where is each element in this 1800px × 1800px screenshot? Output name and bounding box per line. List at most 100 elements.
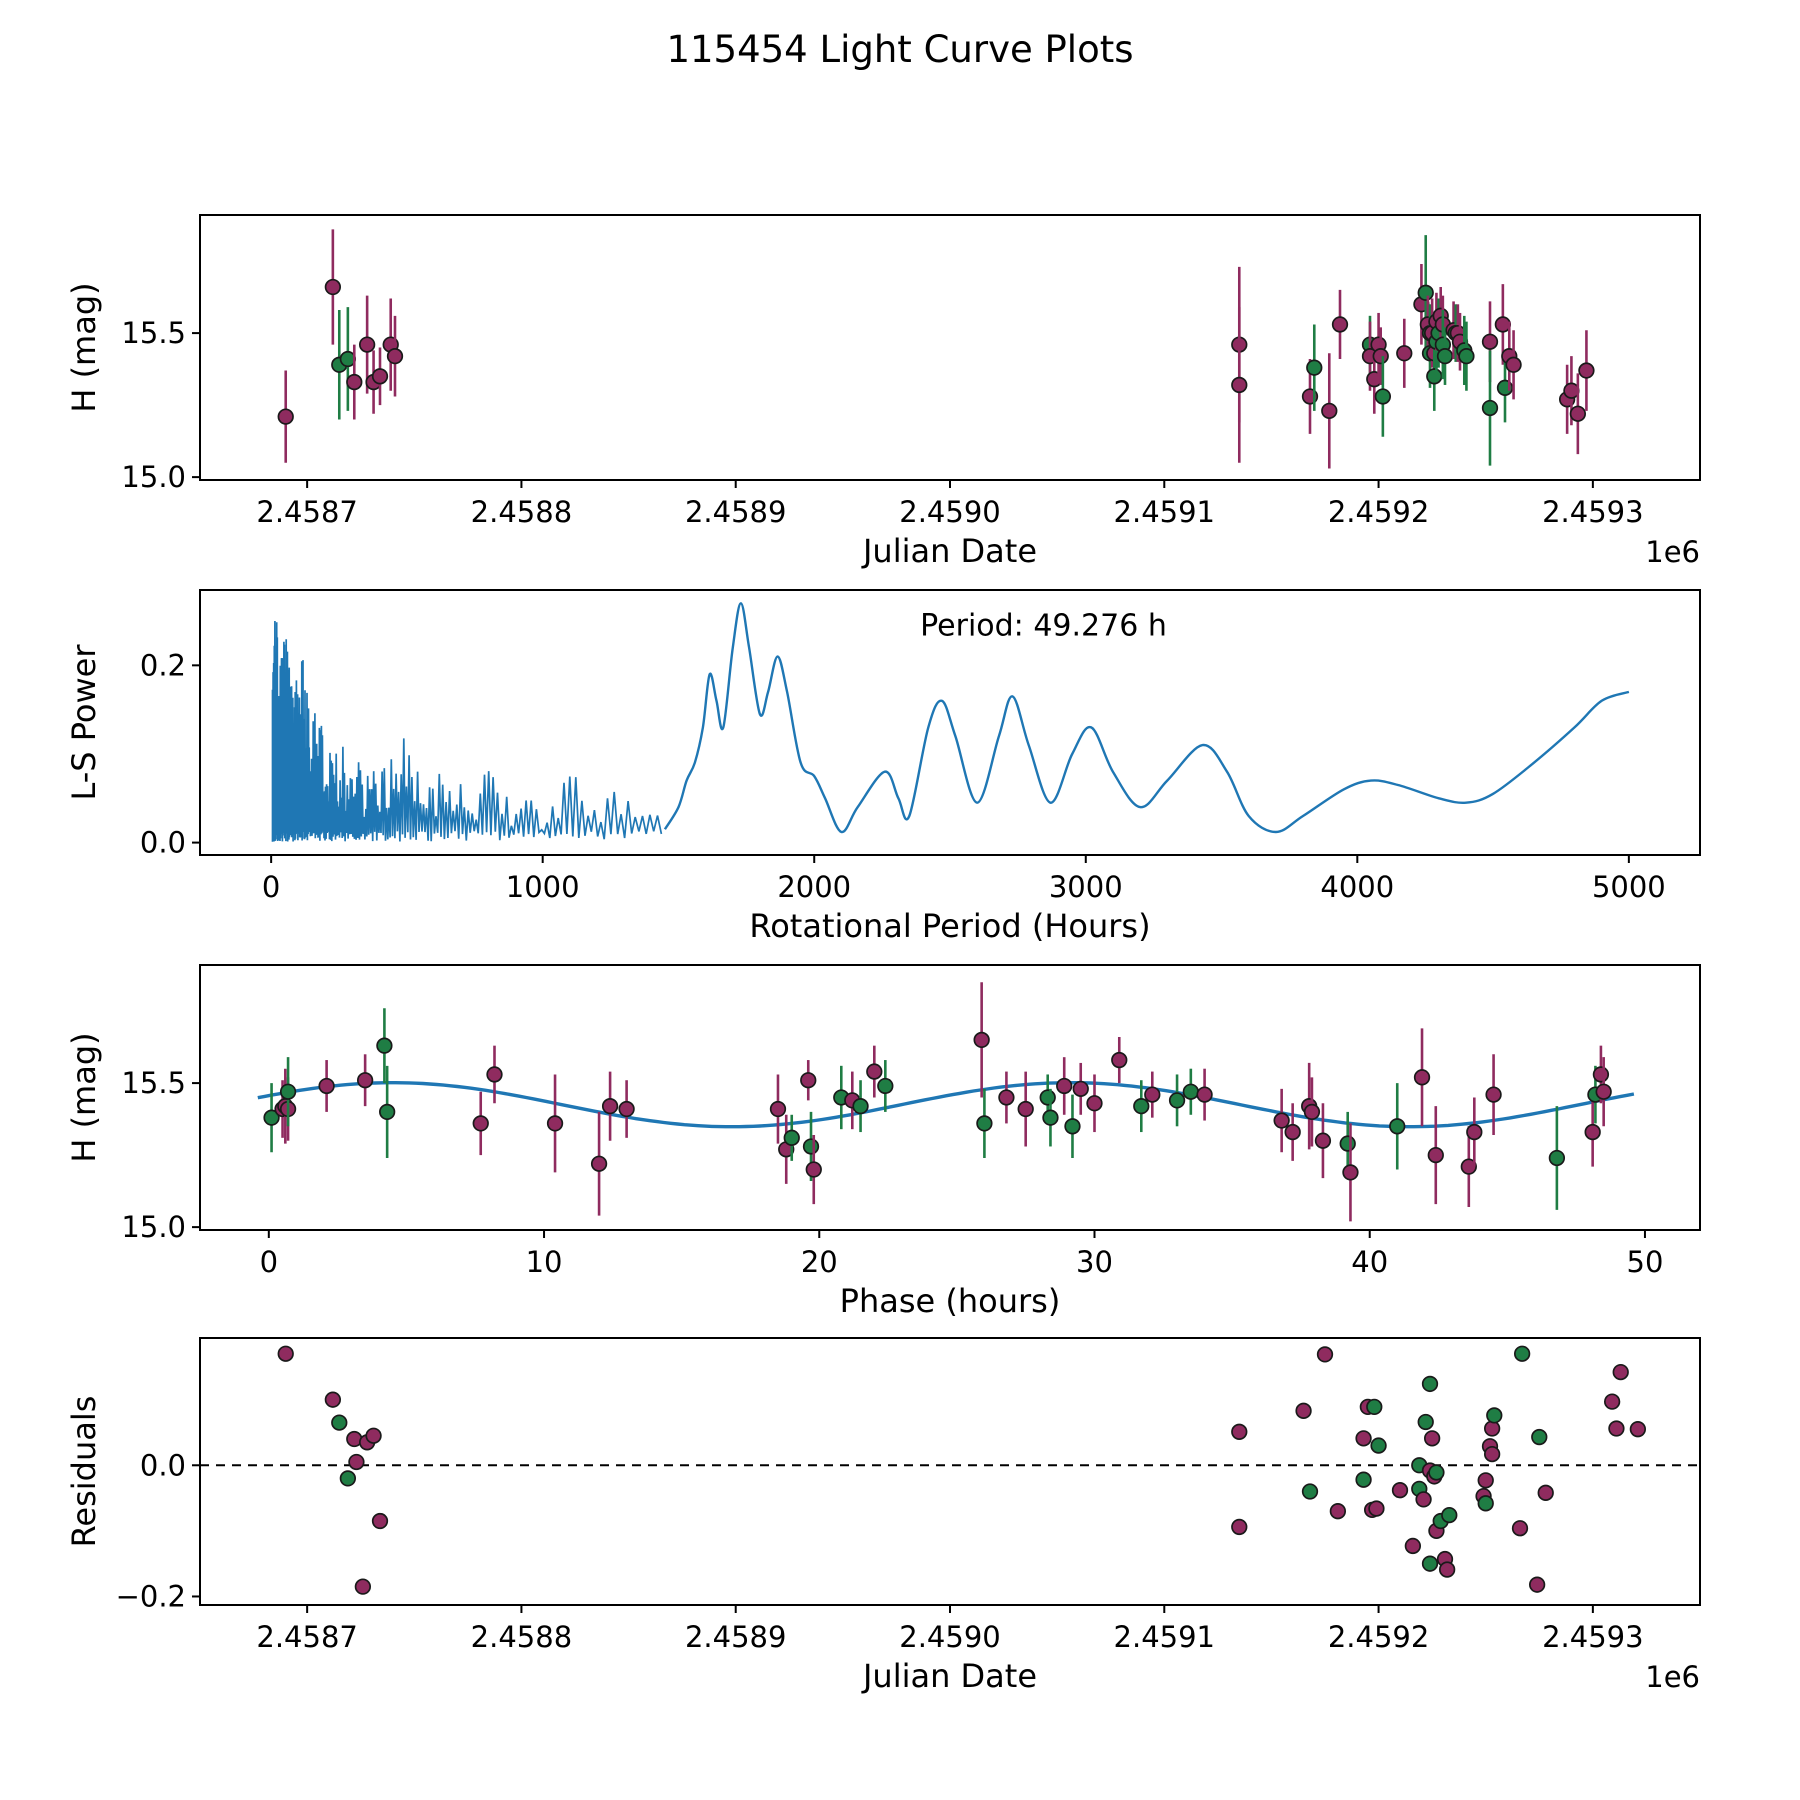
data-point (1273, 1112, 1290, 1129)
x-tick-label: 0 (260, 1245, 278, 1279)
x-tick-label: 40 (1351, 1245, 1388, 1279)
data-point (1421, 1555, 1439, 1572)
data-point (1513, 1345, 1531, 1362)
x-tick-label: 0 (262, 870, 280, 904)
data-point (1417, 1413, 1434, 1431)
x-axis-label: Julian Date (861, 1657, 1037, 1695)
data-point (1303, 1103, 1321, 1121)
data-point (331, 1414, 348, 1431)
data-point (1370, 1437, 1387, 1454)
x-tick-label: 30 (1076, 1245, 1113, 1279)
data-point (1511, 1520, 1529, 1537)
data-point (877, 1077, 894, 1095)
data-point (277, 408, 294, 425)
periodogram-curve (663, 602, 1630, 834)
data-point (1528, 1576, 1546, 1593)
data-point (346, 373, 363, 391)
data-point (1374, 388, 1392, 405)
data-point (1391, 1482, 1409, 1499)
data-point (1427, 1146, 1444, 1164)
data-point (1466, 1123, 1483, 1141)
data-point (1441, 1506, 1458, 1524)
x-tick-label: 10 (526, 1245, 563, 1279)
panel-residuals: 2.4587 2.4588 2.4589 2.4590 2.4591 2.4592 2.45… (65, 1337, 1701, 1695)
model-fit-curve (257, 1081, 1635, 1129)
y-axis-label: L-S Power (65, 644, 103, 801)
panel-phase-curve: 0 10 20 30 40 50 15.0 15.5 Phase (hours) H (mag) (65, 964, 1701, 1320)
data-point (1423, 1430, 1441, 1447)
figure-title: 115454 Light Curve Plots (666, 28, 1134, 71)
x-tick-label: 2.4587 (256, 495, 357, 529)
data-point (376, 1037, 393, 1054)
x-tick-label: 20 (801, 1245, 838, 1279)
data-point (1428, 1464, 1445, 1481)
data-point (1301, 1483, 1319, 1500)
data-point (1355, 1471, 1372, 1488)
data-point (1569, 405, 1587, 422)
data-point (1368, 1500, 1385, 1517)
y-tick-label: 15.0 (121, 1210, 186, 1244)
data-point (1056, 1077, 1073, 1095)
data-point (976, 1115, 993, 1132)
data-point (1133, 1097, 1150, 1115)
data-point (263, 1109, 280, 1126)
data-point (1592, 1066, 1610, 1083)
data-point (1017, 1100, 1034, 1118)
data-point (802, 1138, 820, 1155)
data-point (371, 368, 389, 385)
data-point (386, 347, 404, 365)
data-point (1396, 345, 1413, 362)
data-point (1426, 368, 1443, 385)
data-point (1231, 1423, 1248, 1440)
data-point (1537, 1484, 1554, 1501)
data-point (973, 1031, 990, 1049)
data-point (852, 1097, 869, 1115)
data-point (1477, 1472, 1494, 1489)
data-point (1629, 1421, 1647, 1438)
axes-frame (199, 1337, 1701, 1606)
data-point (1306, 359, 1323, 376)
x-tick-label: 3000 (1049, 870, 1123, 904)
x-tick-label: 2.4589 (685, 495, 786, 529)
axes-frame (199, 214, 1701, 481)
data-point (805, 1161, 822, 1178)
data-point (371, 1512, 389, 1530)
data-point (339, 1470, 357, 1487)
data-point (866, 1063, 883, 1080)
data-point (1196, 1086, 1213, 1103)
x-tick-label: 4000 (1320, 870, 1394, 904)
x-tick-label: 2.4591 (1114, 1620, 1215, 1654)
data-point (324, 1391, 342, 1408)
data-point (279, 1083, 297, 1100)
y-tick-label: 15.5 (121, 316, 186, 350)
x-tick-label: 2.4588 (471, 495, 572, 529)
data-point (1042, 1109, 1059, 1126)
periodogram-noise-region (271, 620, 663, 842)
data-point (1438, 1561, 1456, 1578)
data-point (1329, 1503, 1347, 1520)
data-point (601, 1097, 619, 1115)
data-point (1481, 333, 1499, 350)
x-tick-label: 2.4590 (899, 1620, 1000, 1654)
data-point (1563, 382, 1580, 399)
x-axis-offset-label: 1e6 (1645, 535, 1700, 569)
data-point (1339, 1135, 1356, 1152)
data-point (769, 1100, 787, 1118)
x-tick-label: 2000 (777, 870, 851, 904)
data-point (1064, 1118, 1081, 1135)
x-tick-label: 50 (1627, 1245, 1664, 1279)
data-point (1436, 347, 1454, 365)
x-tick-label: 2.4592 (1328, 495, 1429, 529)
x-tick-label: 2.4589 (685, 1620, 786, 1654)
data-point (1039, 1089, 1056, 1106)
data-point (1548, 1149, 1566, 1167)
data-point (1366, 1398, 1383, 1416)
y-tick-label: 0.0 (140, 1448, 186, 1482)
x-axis-label: Phase (hours) (840, 1282, 1061, 1320)
data-point (1483, 1445, 1501, 1463)
data-point (1505, 356, 1522, 373)
data-point (1182, 1083, 1199, 1100)
x-axis-offset-label: 1e6 (1645, 1660, 1700, 1694)
